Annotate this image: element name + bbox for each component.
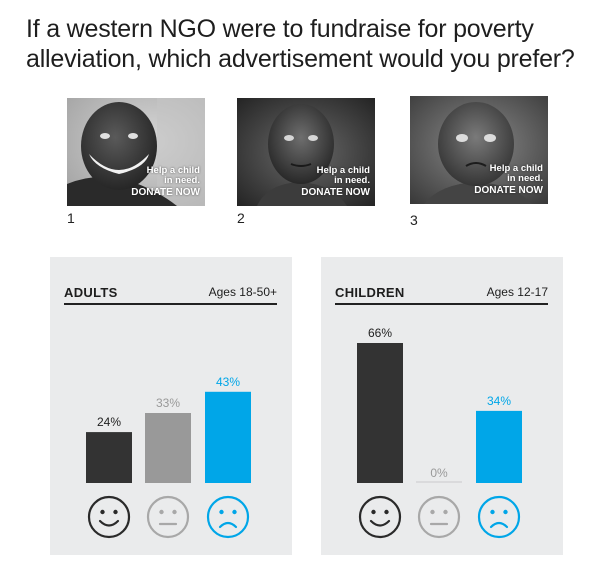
ad-number-2: 2 — [237, 210, 245, 226]
frowning-face-icon — [206, 495, 250, 539]
frowning-face-icon — [477, 495, 521, 539]
ad-line-2: in need. — [334, 175, 370, 186]
panel-age-range: Ages 18-50+ — [208, 285, 277, 299]
bar-value-label: 43% — [216, 375, 240, 389]
child-photo-neutral — [237, 98, 375, 206]
bar-value-label: 33% — [156, 396, 180, 410]
panel-title: ADULTS — [64, 285, 118, 300]
ad-caption-1: Help a child in need. DONATE NOW — [131, 164, 200, 199]
ad-image-3: Help a child in need. DONATE NOW — [410, 96, 548, 204]
bar-value-label: 66% — [368, 326, 392, 340]
smiling-face-icon — [358, 495, 402, 539]
ad-line-2: in need. — [507, 173, 543, 184]
bar-2 — [145, 413, 191, 483]
ad-caption-2: Help a child in need. DONATE NOW — [301, 164, 370, 199]
children-panel: CHILDREN Ages 12-17 66% 0% 34% — [321, 257, 563, 555]
ad-line-1: Help a child — [489, 162, 543, 174]
adults-bar-chart: 24% 33% 43% — [86, 375, 251, 539]
panel-title: CHILDREN — [335, 285, 405, 300]
bar-value-label: 34% — [487, 394, 511, 408]
smiling-face-icon — [87, 495, 131, 539]
ad-number-1: 1 — [67, 210, 75, 226]
panel-header: ADULTS Ages 18-50+ — [64, 285, 277, 305]
panel-age-range: Ages 12-17 — [486, 285, 548, 299]
neutral-face-icon — [146, 495, 190, 539]
ad-line-1: Help a child — [146, 164, 200, 176]
child-photo-sad — [410, 96, 548, 204]
ad-line-2: in need. — [164, 175, 200, 186]
bar-3 — [476, 410, 522, 483]
bar-value-label: 24% — [97, 415, 121, 429]
bar-3 — [205, 391, 251, 483]
children-bar-chart: 66% 0% 34% — [357, 326, 522, 539]
ad-image-1: Help a child in need. DONATE NOW — [67, 98, 205, 206]
bar-value-label: 0% — [430, 466, 448, 480]
page-title: If a western NGO were to fundraise for p… — [26, 15, 575, 73]
neutral-face-icon — [417, 495, 461, 539]
ad-caption-3: Help a child in need. DONATE NOW — [474, 162, 543, 197]
adults-panel: ADULTS Ages 18-50+ 24% 33% 43% — [50, 257, 292, 555]
ad-image-2: Help a child in need. DONATE NOW — [237, 98, 375, 206]
ad-number-3: 3 — [410, 212, 418, 228]
ad-cta: DONATE NOW — [301, 186, 370, 198]
child-photo-smiling — [67, 98, 205, 206]
bar-1 — [86, 432, 132, 483]
ad-line-1: Help a child — [316, 164, 370, 176]
panel-header: CHILDREN Ages 12-17 — [335, 285, 548, 305]
ad-cta: DONATE NOW — [131, 186, 200, 198]
ad-cta: DONATE NOW — [474, 184, 543, 196]
bar-1 — [357, 343, 403, 483]
